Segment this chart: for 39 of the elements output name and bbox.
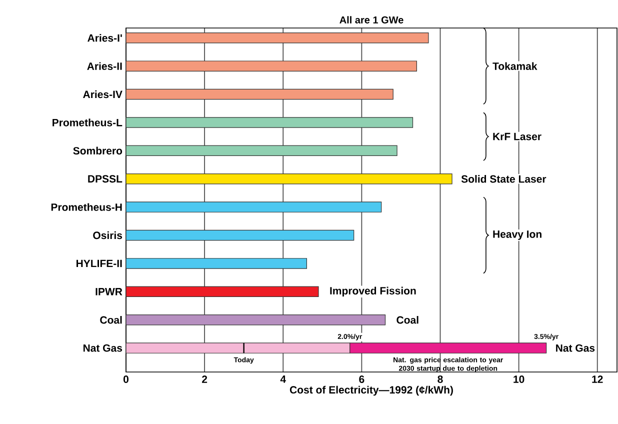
bar	[126, 117, 414, 128]
annotation: Heavy Ion	[493, 230, 542, 240]
y-tick-label: Coal	[100, 316, 122, 324]
bar	[126, 173, 452, 184]
x-tick-label: 6	[359, 376, 364, 383]
y-tick-label: DPSSL	[88, 175, 122, 183]
bar	[126, 32, 429, 44]
y-tick-label: Sombrero	[73, 146, 122, 155]
annotation: Tokamak	[492, 62, 538, 70]
y-tick-label: Nat Gas	[83, 344, 122, 352]
y-tick-label: Aries-IV	[83, 90, 122, 98]
bar	[126, 60, 417, 72]
x-tick-label: 12	[592, 376, 603, 383]
chart-title: All are 1 GWe	[340, 16, 404, 24]
bar	[126, 230, 354, 241]
y-tick-label: IPWR	[96, 288, 122, 296]
y-tick-label: Prometheus-L	[52, 118, 122, 126]
x-tick-label: 10	[514, 376, 524, 383]
annotation: Nat Gas	[556, 344, 595, 352]
bar	[126, 314, 386, 326]
annotation: Improved Fission	[330, 286, 416, 297]
x-tick-label: 8	[438, 376, 443, 383]
y-tick-label: Prometheus-H	[51, 203, 122, 211]
bar	[126, 88, 394, 100]
y-tick-label: Aries-I'	[88, 34, 122, 42]
x-tick-label: 4	[280, 376, 286, 383]
y-tick-label: HYLIFE-II	[76, 260, 122, 268]
bar	[126, 202, 382, 212]
y-tick-label: Aries-II	[87, 62, 122, 70]
x-tick-label: 2	[202, 376, 208, 383]
x-axis-title: Cost of Electricity—1992 (¢/kWh)	[290, 386, 453, 396]
bar	[126, 145, 398, 156]
bar	[126, 258, 307, 269]
annotation: Coal	[396, 316, 418, 324]
bar	[126, 286, 319, 298]
annotation: KrF Laser	[493, 132, 542, 140]
y-tick-label: Osiris	[93, 231, 122, 240]
annotation: Solid State Laser	[461, 175, 546, 183]
x-tick-label: 0	[123, 376, 128, 383]
